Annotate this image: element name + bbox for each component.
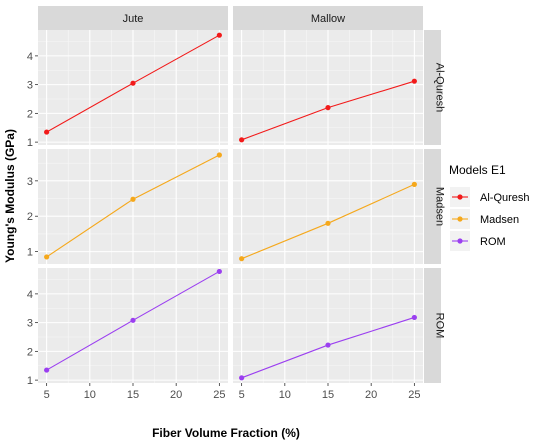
y-tick-label: 4 bbox=[27, 289, 33, 301]
y-tick-label: 2 bbox=[27, 346, 33, 358]
row-strip-madsen bbox=[424, 149, 441, 264]
panel-rom-jute bbox=[38, 268, 228, 383]
legend-title: Models E1 bbox=[449, 163, 506, 177]
x-tick-label: 10 bbox=[84, 389, 96, 401]
data-point bbox=[130, 317, 136, 323]
data-point bbox=[239, 256, 245, 262]
x-tick-label: 5 bbox=[239, 389, 245, 401]
x-axis-title: Fiber Volume Fraction (%) bbox=[152, 426, 300, 440]
x-tick-label: 5 bbox=[44, 389, 50, 401]
data-point bbox=[325, 342, 331, 348]
column-strip-label-jute: Jute bbox=[123, 13, 144, 25]
y-tick-label: 1 bbox=[27, 247, 33, 259]
data-point bbox=[239, 137, 245, 143]
panel-madsen-jute bbox=[38, 149, 228, 264]
data-point bbox=[44, 129, 50, 135]
legend: Models E1 Al-Quresh Madsen ROM bbox=[449, 163, 530, 251]
y-tick-label: 2 bbox=[27, 211, 33, 223]
panel-rom-mallow bbox=[233, 268, 423, 383]
x-tick-label: 25 bbox=[408, 389, 420, 401]
y-axis-title: Young's Modulus (GPa) bbox=[3, 129, 17, 263]
series-al-quresh-mallow bbox=[239, 78, 417, 143]
panel-al-quresh-jute bbox=[38, 30, 228, 145]
row-strip-label-madsen: Madsen bbox=[434, 187, 446, 226]
data-point bbox=[216, 268, 222, 275]
x-tick-label: 10 bbox=[279, 389, 291, 401]
column-strip-mallow bbox=[233, 6, 423, 30]
x-tick-label: 15 bbox=[322, 389, 334, 401]
panels: Jute Mallow Al-Quresh Madsen ROM bbox=[38, 6, 446, 383]
y-tick-label: 3 bbox=[27, 318, 33, 330]
legend-item-al-quresh: Al-Quresh bbox=[450, 187, 530, 207]
series-rom-jute bbox=[44, 268, 222, 373]
row-strip-label-rom: ROM bbox=[434, 313, 446, 339]
legend-key-point bbox=[457, 194, 463, 200]
x-tick-label: 20 bbox=[365, 389, 377, 401]
data-point bbox=[216, 152, 222, 158]
legend-item-rom: ROM bbox=[450, 231, 506, 251]
series-madsen-mallow bbox=[239, 181, 417, 262]
data-point bbox=[411, 314, 417, 321]
legend-label: Al-Quresh bbox=[480, 192, 530, 204]
legend-key-point bbox=[457, 216, 463, 222]
data-point bbox=[216, 32, 222, 38]
column-strip-jute bbox=[38, 6, 228, 30]
series-rom-mallow bbox=[239, 314, 417, 381]
x-tick-label: 20 bbox=[170, 389, 182, 401]
data-point bbox=[130, 196, 136, 202]
y-tick-label: 1 bbox=[27, 137, 33, 149]
data-point bbox=[325, 220, 331, 226]
x-tick-label: 25 bbox=[213, 389, 225, 401]
series-madsen-jute bbox=[44, 152, 222, 260]
column-strip-label-mallow: Mallow bbox=[311, 13, 345, 25]
row-strip-rom bbox=[424, 268, 441, 383]
data-point bbox=[411, 78, 417, 84]
panel-madsen-mallow bbox=[233, 149, 423, 264]
legend-label: ROM bbox=[480, 236, 506, 248]
panel-al-quresh-mallow bbox=[233, 30, 423, 145]
data-point bbox=[130, 80, 136, 86]
y-tick-label: 3 bbox=[27, 80, 33, 92]
x-tick-label: 15 bbox=[127, 389, 139, 401]
row-strip-label-al-quresh: Al-Quresh bbox=[434, 63, 446, 113]
axes: 1 2 3 4 1 2 3 1 2 3 4 5 10 15 20 25 5 10 15 20 25 bbox=[27, 51, 421, 401]
data-point bbox=[239, 375, 245, 381]
legend-label: Madsen bbox=[480, 214, 519, 226]
data-point bbox=[44, 367, 50, 373]
y-tick-label: 3 bbox=[27, 176, 33, 188]
data-point bbox=[44, 254, 50, 260]
data-point bbox=[411, 181, 417, 187]
legend-item-madsen: Madsen bbox=[450, 209, 519, 229]
data-point bbox=[325, 105, 331, 111]
y-tick-label: 2 bbox=[27, 108, 33, 120]
row-strip-al-quresh bbox=[424, 30, 441, 145]
legend-key-point bbox=[457, 238, 463, 244]
series-al-quresh-jute bbox=[44, 32, 222, 135]
y-tick-label: 4 bbox=[27, 51, 33, 63]
y-tick-label: 1 bbox=[27, 375, 33, 387]
